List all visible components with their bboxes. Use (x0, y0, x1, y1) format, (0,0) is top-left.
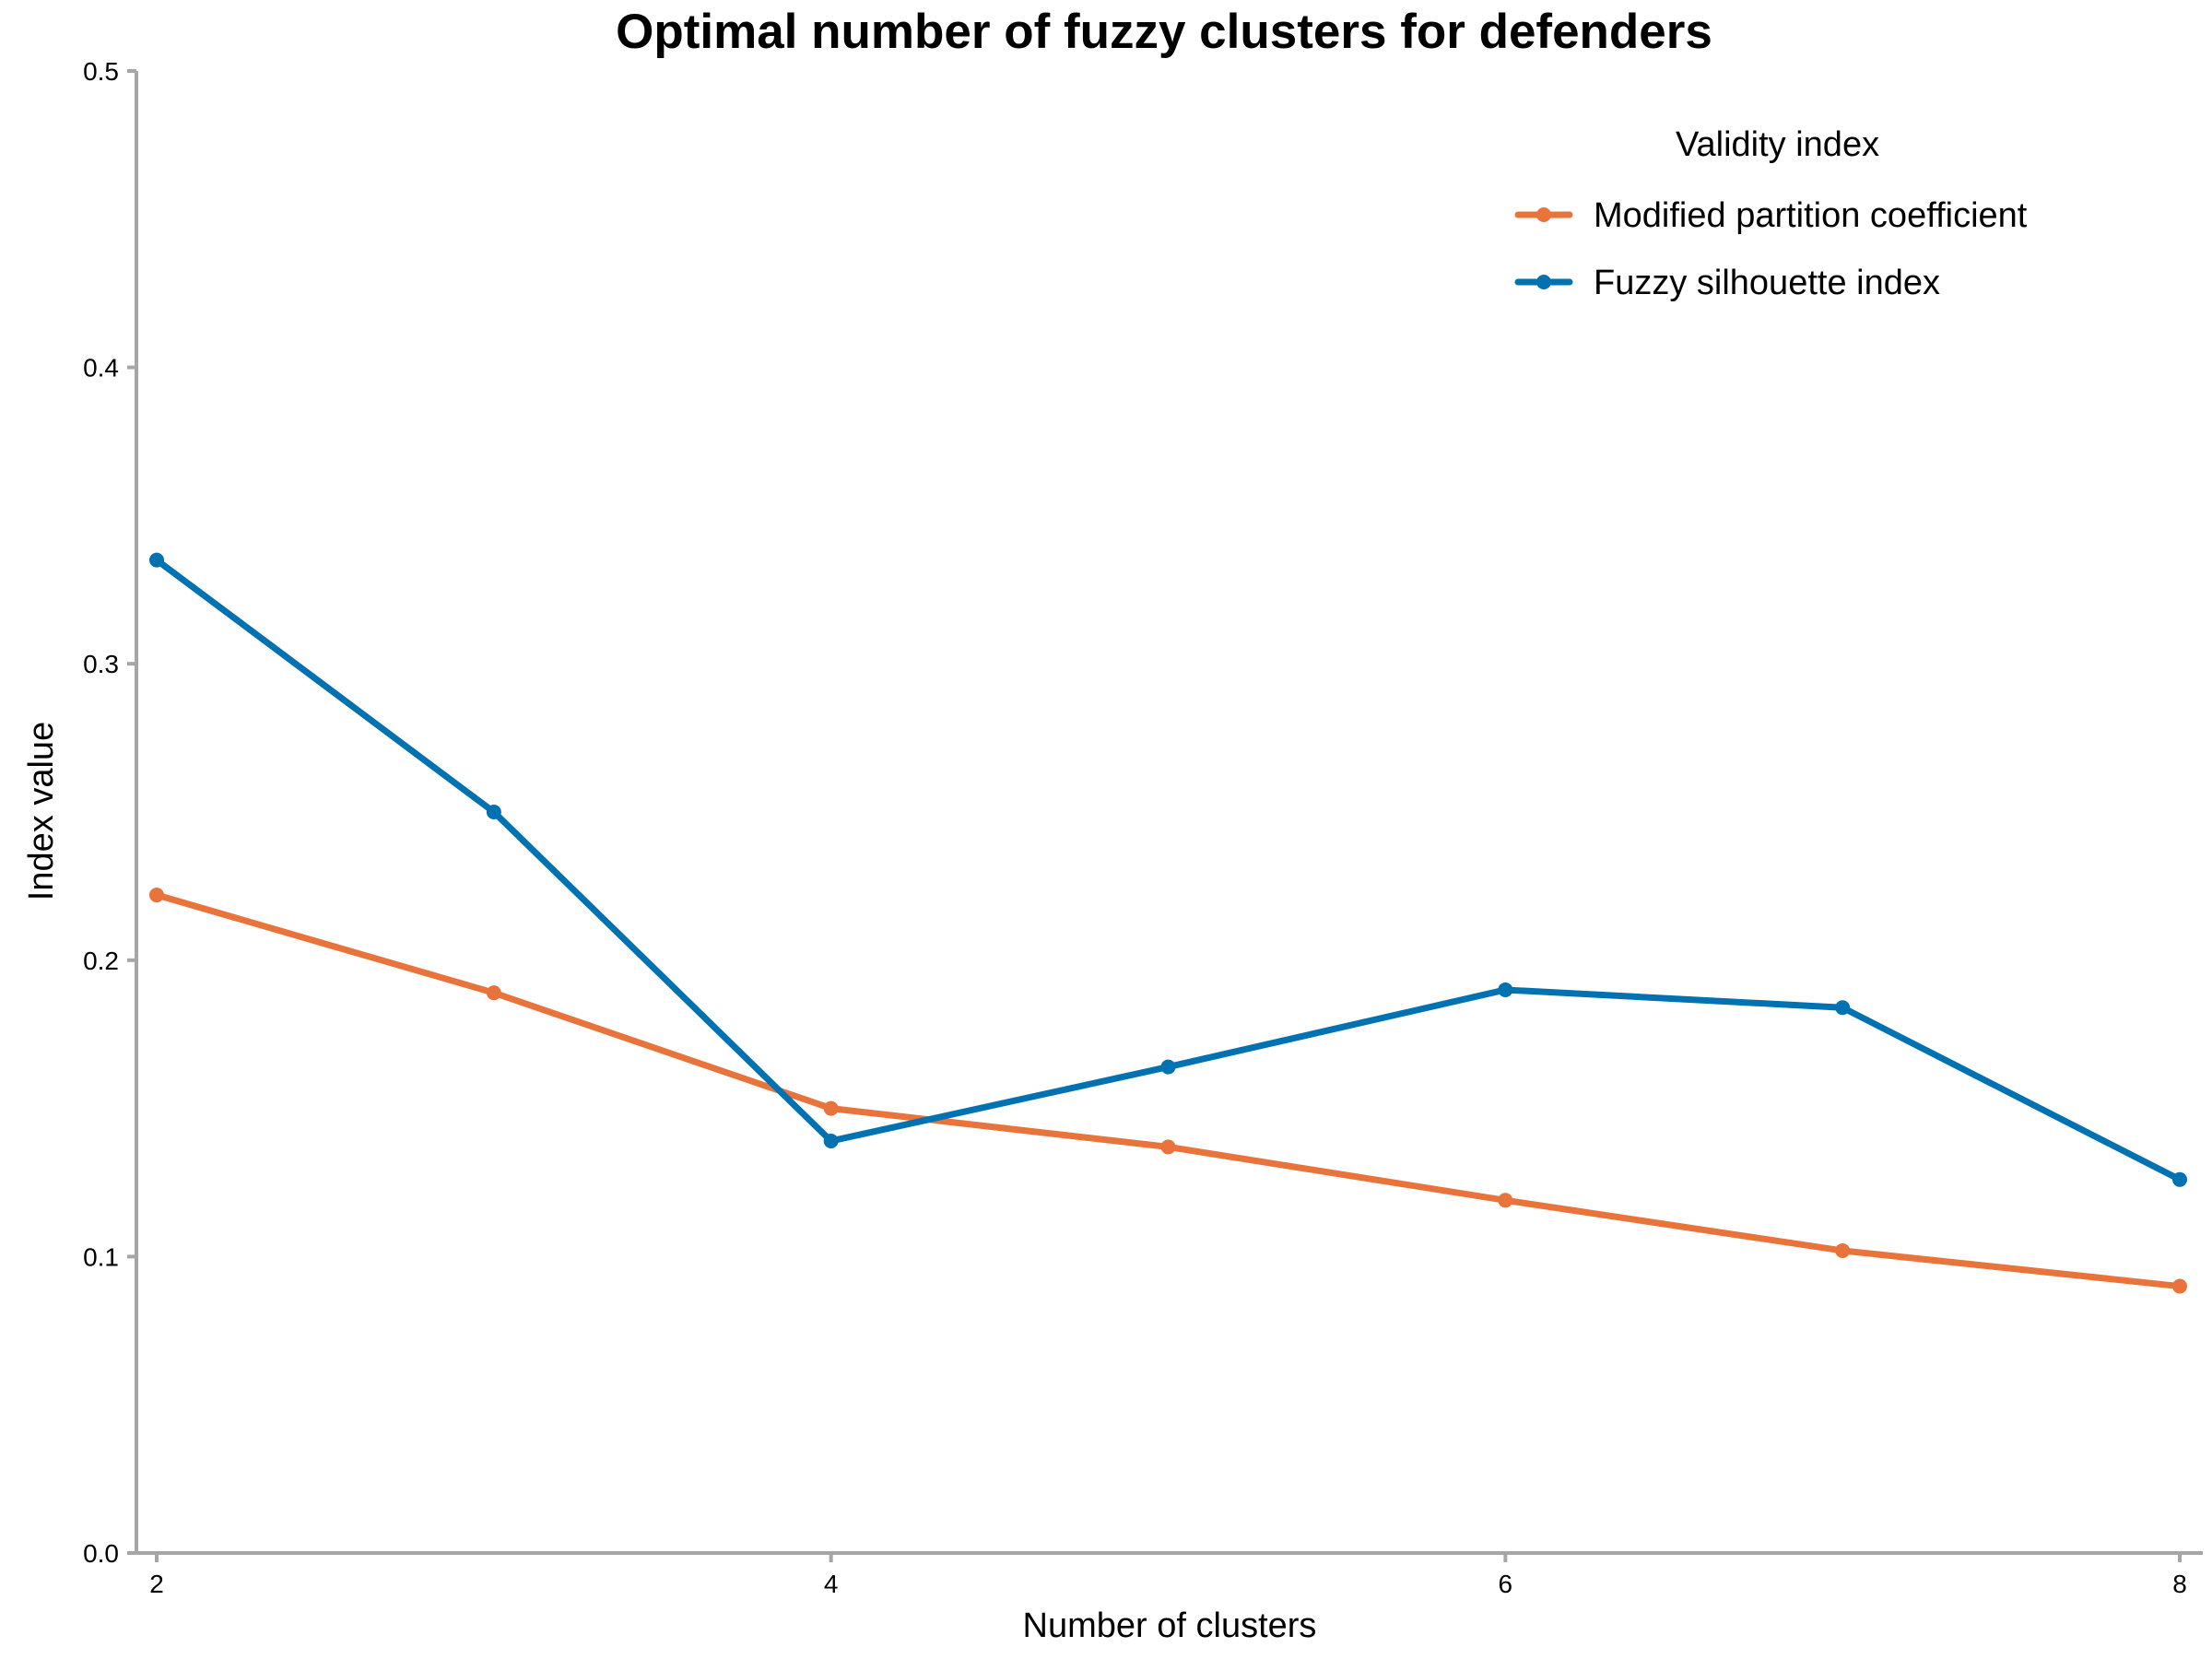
axes (135, 71, 2203, 1555)
x-ticks: 2 4 6 8 (149, 1553, 2187, 1598)
legend-title: Validity index (1676, 125, 1879, 164)
data-point (823, 1100, 839, 1116)
series-line (153, 891, 2183, 1290)
data-point (486, 985, 501, 1001)
data-point (1498, 1193, 1513, 1208)
x-tick-label: 8 (2172, 1570, 2187, 1598)
y-tick-label: 0.2 (83, 947, 119, 975)
data-point (2172, 1171, 2187, 1187)
data-point (1160, 1139, 1176, 1155)
legend: Validity index Modified partition coeffi… (1514, 125, 2028, 302)
y-tick-label: 0.5 (83, 57, 119, 86)
x-tick-label: 2 (149, 1570, 164, 1598)
legend-swatch-point (1536, 207, 1551, 222)
legend-swatch-point (1536, 275, 1551, 289)
data-point (149, 552, 164, 568)
data-point (1160, 1059, 1176, 1075)
y-ticks: 0.0 0.1 0.2 0.3 0.4 0.5 (83, 57, 136, 1568)
y-tick-label: 0.4 (83, 354, 119, 382)
y-tick-label: 0.1 (83, 1242, 119, 1271)
data-point (2172, 1278, 2187, 1294)
series-2 (149, 552, 2187, 1187)
x-tick-label: 6 (1499, 1570, 1513, 1598)
x-axis-label: Number of clusters (1023, 1606, 1317, 1645)
series-layer (149, 552, 2187, 1294)
data-point (1498, 982, 1513, 997)
legend-entries: Modified partition coefficient Fuzzy silh… (1514, 196, 2028, 302)
data-point (149, 888, 164, 903)
legend-item: Modified partition coefficient (1514, 196, 2028, 235)
y-tick-label: 0.0 (83, 1539, 119, 1568)
x-tick-label: 4 (824, 1570, 839, 1598)
chart-title: Optimal number of fuzzy clusters for def… (616, 5, 1712, 59)
y-axis-label: Index value (22, 722, 61, 900)
y-tick-label: 0.3 (83, 650, 119, 678)
legend-item: Fuzzy silhouette index (1514, 264, 1940, 302)
legend-label: Modified partition coefficient (1594, 196, 2028, 235)
data-point (1835, 1000, 1851, 1016)
series-1 (149, 888, 2187, 1294)
data-point (1835, 1242, 1851, 1258)
series-line (153, 557, 2183, 1183)
data-point (823, 1133, 839, 1148)
data-point (486, 805, 501, 819)
legend-label: Fuzzy silhouette index (1594, 264, 1940, 302)
